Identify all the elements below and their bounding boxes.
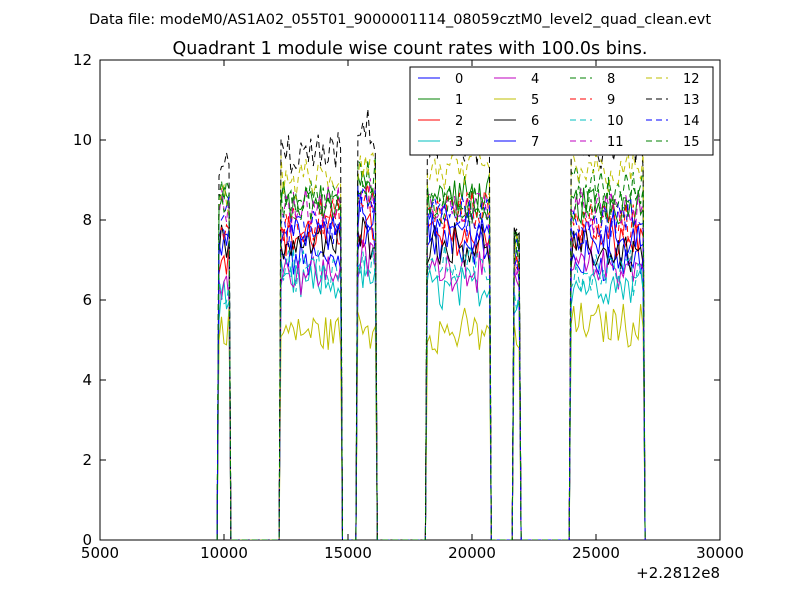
- y-tick-label: 2: [82, 451, 92, 469]
- x-tick-label: 10000: [200, 544, 248, 562]
- chart-title: Quadrant 1 module wise count rates with …: [173, 39, 648, 59]
- x-tick-label: 30000: [696, 544, 744, 562]
- series-line-11: [216, 178, 646, 540]
- data-file-header: Data file: modeM0/AS1A02_055T01_90000011…: [89, 12, 711, 28]
- x-tick-label: 5000: [81, 544, 119, 562]
- series-line-14: [216, 185, 646, 540]
- series-line-10: [216, 245, 646, 540]
- legend-label-12: 12: [683, 72, 700, 87]
- series-lines: [216, 108, 646, 540]
- y-tick-label: 10: [73, 131, 92, 149]
- legend-label-11: 11: [607, 135, 624, 150]
- legend-label-5: 5: [531, 93, 539, 108]
- legend-label-9: 9: [607, 93, 615, 108]
- legend-label-10: 10: [607, 114, 624, 129]
- y-tick-label: 4: [82, 371, 92, 389]
- y-tick-label: 12: [73, 51, 92, 69]
- legend-label-0: 0: [455, 72, 463, 87]
- legend-label-7: 7: [531, 135, 539, 150]
- series-line-2: [216, 211, 646, 540]
- series-line-7: [216, 192, 646, 540]
- legend-label-2: 2: [455, 114, 463, 129]
- legend-label-8: 8: [607, 72, 615, 87]
- legend-label-6: 6: [531, 114, 539, 129]
- x-tick-label: 15000: [324, 544, 372, 562]
- legend-label-14: 14: [683, 114, 700, 129]
- legend-label-15: 15: [683, 135, 700, 150]
- legend-box: [409, 66, 714, 156]
- series-line-4: [216, 239, 646, 540]
- series-line-6: [216, 216, 646, 540]
- y-tick-label: 6: [82, 291, 92, 309]
- legend-label-1: 1: [455, 93, 463, 108]
- x-axis-offset-label: +2.2812e8: [636, 564, 720, 582]
- series-line-3: [216, 255, 646, 540]
- legend-label-4: 4: [531, 72, 539, 87]
- series-line-5: [216, 302, 646, 540]
- y-tick-label: 0: [82, 531, 92, 549]
- legend-label-3: 3: [455, 135, 463, 150]
- series-line-9: [216, 183, 646, 540]
- series-line-13: [216, 108, 646, 540]
- y-tick-label: 8: [82, 211, 92, 229]
- x-tick-label: 25000: [572, 544, 620, 562]
- legend-label-13: 13: [683, 93, 700, 108]
- series-line-12: [216, 148, 646, 540]
- x-tick-label: 20000: [448, 544, 496, 562]
- series-line-15: [216, 178, 646, 540]
